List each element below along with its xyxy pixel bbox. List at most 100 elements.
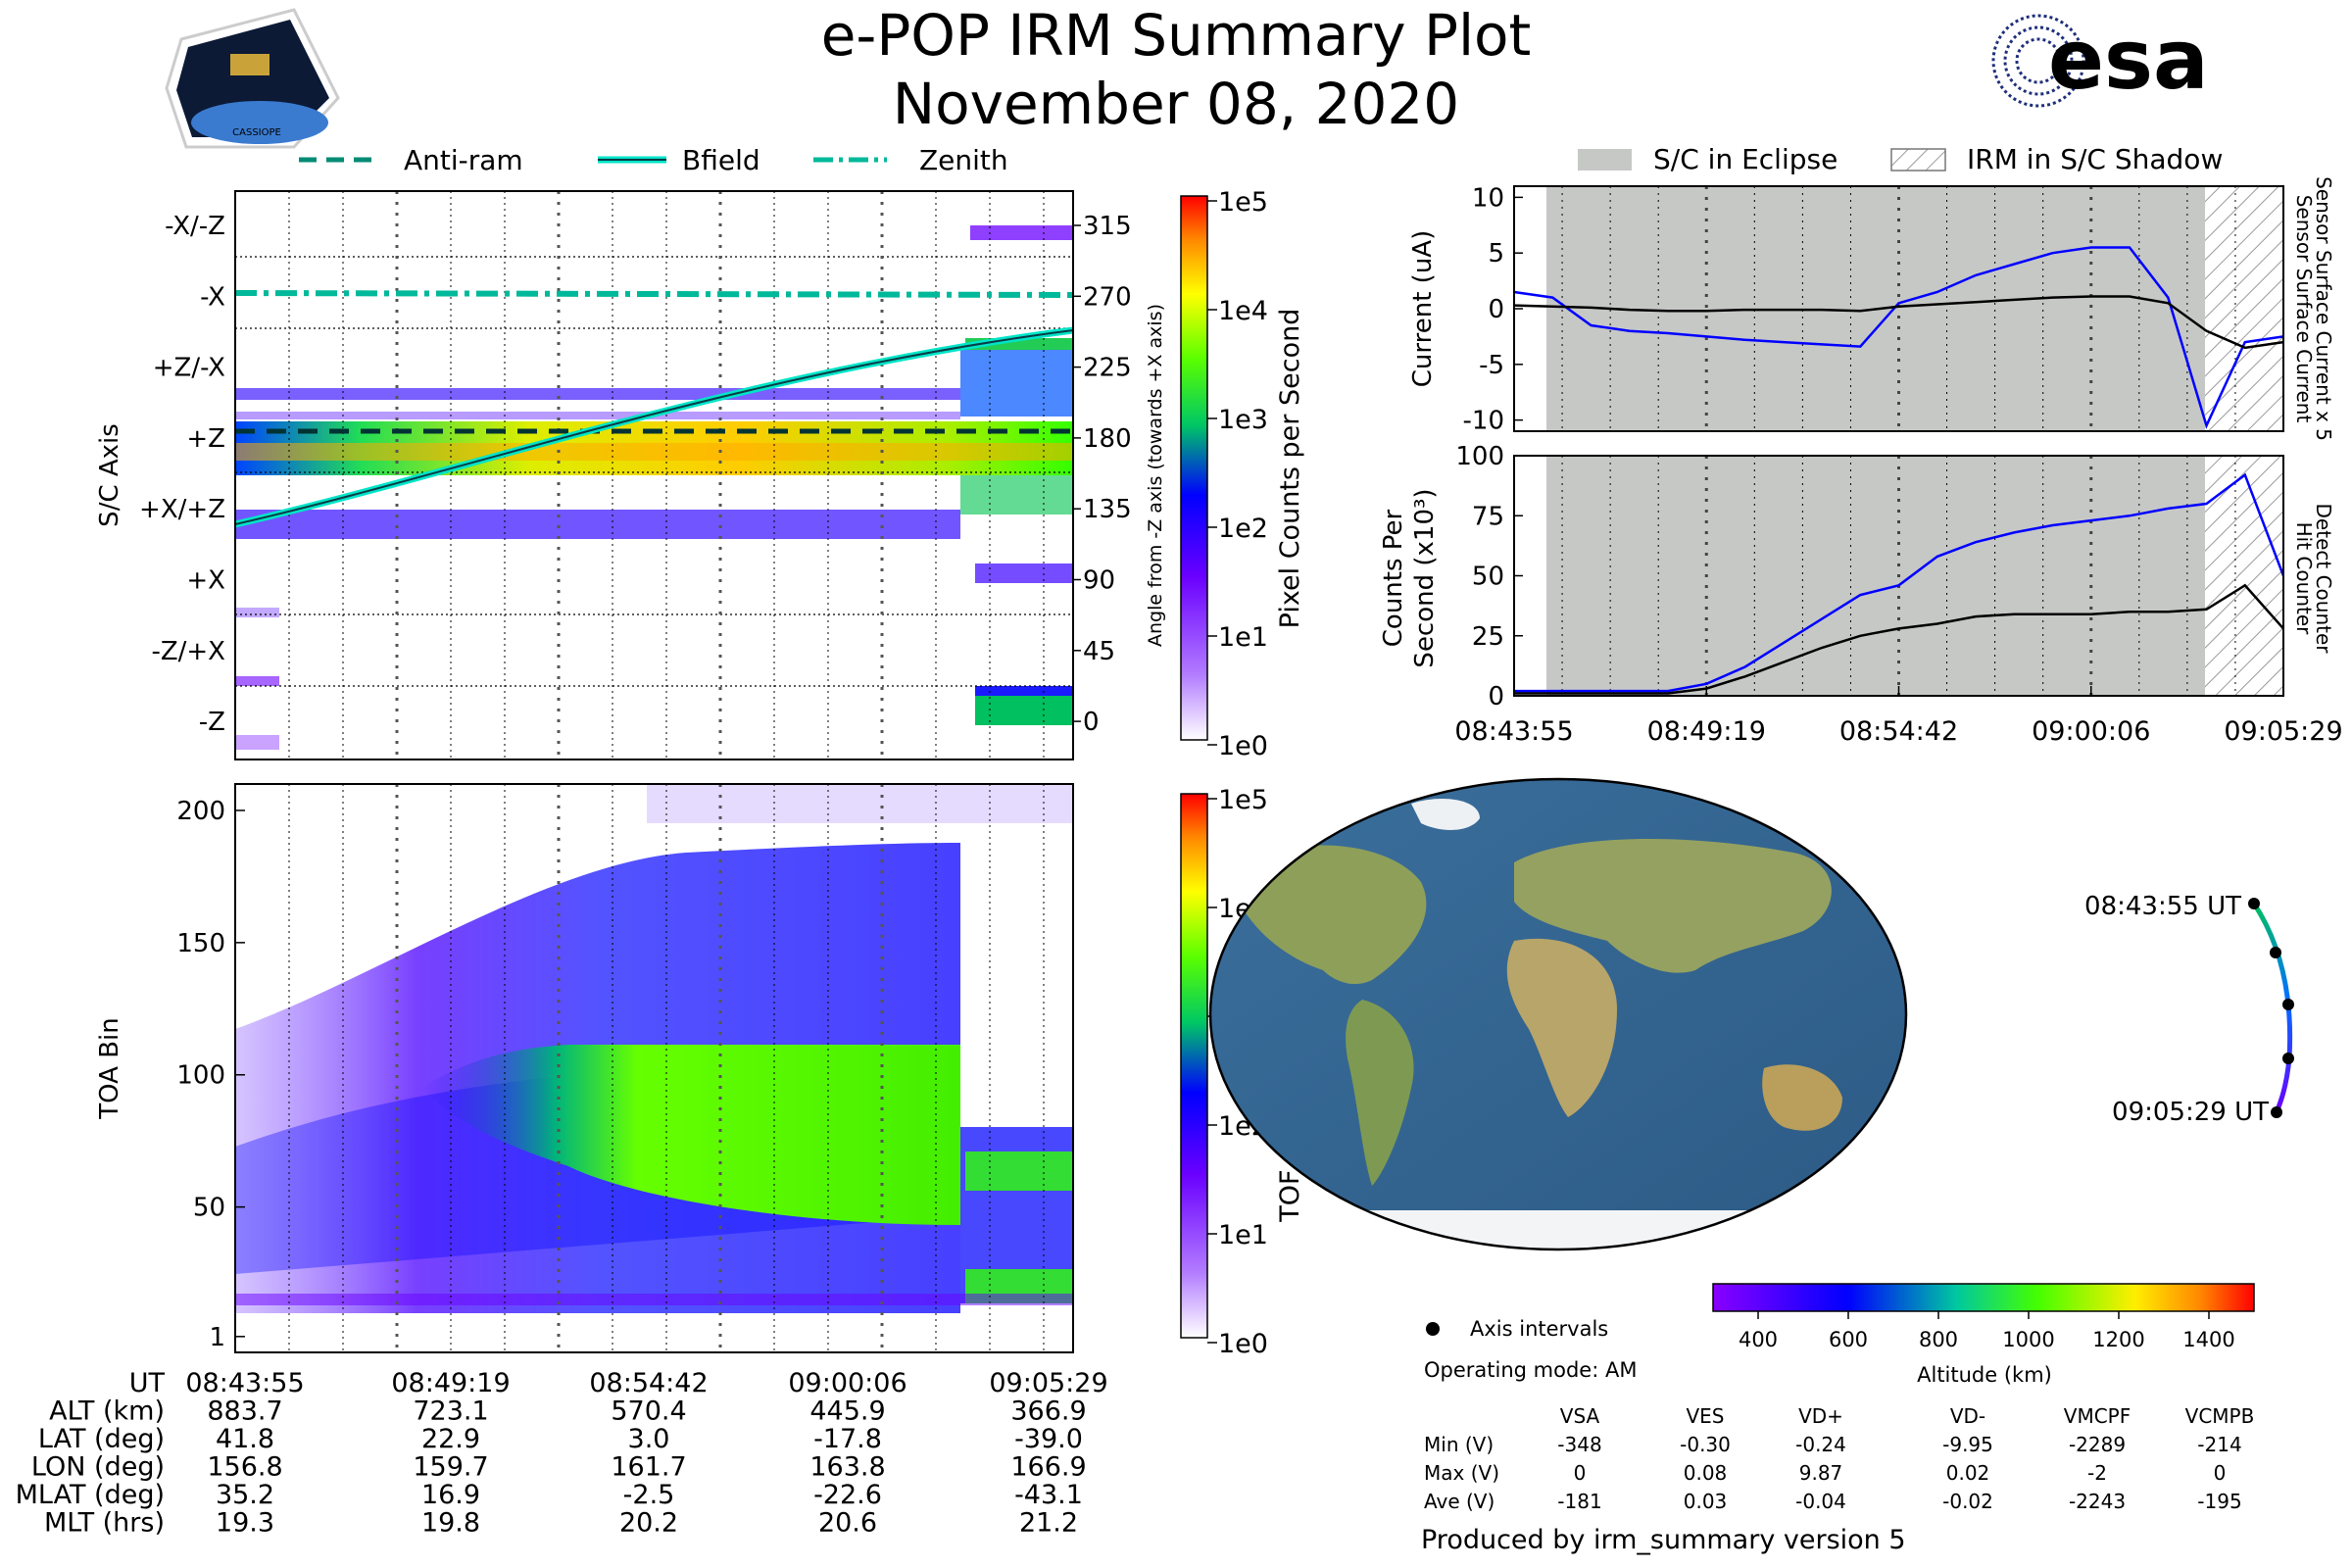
current-right-label-black: Sensor Surface Current	[2292, 195, 2316, 423]
esa-logo: esa	[1991, 12, 2209, 108]
axis-band	[235, 388, 960, 400]
antarctica	[1210, 1210, 1906, 1250]
track-start-label: 08:43:55 UT	[2084, 892, 2241, 921]
axis-intervals-marker	[1426, 1322, 1440, 1336]
voltage-row-label: Ave (V)	[1424, 1490, 1494, 1513]
legend-eclipse: S/C in Eclipse	[1653, 143, 1838, 175]
altitude-label: Altitude (km)	[1917, 1363, 2052, 1387]
south-america	[1346, 1000, 1414, 1186]
angle-tick-label: 315	[1083, 212, 1132, 241]
axis-tick-label: +X/+Z	[139, 495, 225, 524]
legend-shadow: IRM in S/C Shadow	[1967, 143, 2223, 175]
series-line-0	[1514, 472, 2285, 693]
counts-shadow-region	[2205, 456, 2283, 696]
angle-tick-label: 270	[1083, 282, 1132, 312]
cassiope-logo-text: CASSIOPE	[232, 127, 281, 138]
toa-panel-ylabel: TOA Bin	[95, 1017, 124, 1119]
ephemeris-cell: 09:00:06	[788, 1368, 906, 1398]
altitude-tick-label: 1200	[2092, 1328, 2144, 1351]
voltage-cell: -0.30	[1680, 1433, 1731, 1456]
esa-logo-text: esa	[2048, 12, 2209, 108]
track-interval-dot	[2271, 1106, 2282, 1118]
colorbar-tick-label: 1e0	[1218, 731, 1268, 761]
voltage-cell: 0.03	[1684, 1490, 1728, 1513]
plot-subtitle: November 08, 2020	[893, 71, 1459, 137]
altitude-colorbar: 400 600 800 1000 1200 1400 Altitude (km)	[1712, 1283, 2255, 1387]
y-tick-label: -10	[1463, 407, 1504, 436]
ephemeris-cell: 21.2	[1019, 1508, 1078, 1539]
axis-panel: S/C Axis -X/-Z -X +Z/-X +Z +X/+Z +X -Z/+X -Z 31…	[95, 187, 1305, 761]
ephemeris-row-label: ALT (km)	[49, 1396, 165, 1427]
africa	[1506, 938, 1617, 1117]
ephemeris-cell: 366.9	[1010, 1396, 1086, 1427]
track-interval-dot	[2282, 999, 2294, 1010]
world-map: 08:43:55 UT 09:05:29 UT	[1208, 777, 2294, 1251]
north-america	[1245, 845, 1427, 985]
orbit-track	[2251, 902, 2293, 1113]
axis-tick-label: +X	[186, 566, 225, 596]
y-tick-label: 0	[1488, 682, 1504, 711]
voltage-column-header: VSA	[1560, 1404, 1600, 1428]
toa-tick-label: 50	[193, 1194, 225, 1223]
counts-ylabel-1: Counts Per	[1379, 509, 1408, 647]
ephemeris-cell: -22.6	[813, 1480, 882, 1510]
voltage-cell: 0.08	[1684, 1461, 1728, 1485]
eclipse-legend-swatch	[1578, 149, 1632, 171]
toa-tick-label: 1	[209, 1323, 225, 1352]
track-interval-dot	[2248, 898, 2260, 909]
toa-tick-label: 200	[176, 797, 225, 826]
toa-tick-label: 100	[176, 1061, 225, 1091]
voltage-cell: -9.95	[1942, 1433, 1993, 1456]
ephemeris-cell: 159.7	[413, 1452, 488, 1483]
ephemeris-cell: 883.7	[207, 1396, 282, 1427]
voltage-row-label: Max (V)	[1424, 1461, 1499, 1485]
axis-tick-label: +Z	[186, 424, 225, 454]
voltage-cell: -0.02	[1942, 1490, 1993, 1513]
ephemeris-cell: -43.1	[1014, 1480, 1083, 1510]
altitude-colorbar-bar	[1712, 1283, 2255, 1312]
ephemeris-cell: 41.8	[216, 1424, 274, 1454]
track-end-label: 09:05:29 UT	[2112, 1098, 2269, 1127]
colorbar-tick-label: 1e5	[1218, 785, 1268, 815]
y-tick-label: 10	[1472, 183, 1504, 213]
colorbar-tick-label: 1e5	[1218, 187, 1268, 218]
legend-bfield: Bfield	[682, 144, 760, 176]
voltage-cell: -348	[1557, 1433, 1601, 1456]
ephemeris-cell: 20.2	[619, 1508, 678, 1539]
altitude-tick-label: 800	[1919, 1328, 1958, 1351]
altitude-tick-label: 1400	[2182, 1328, 2234, 1351]
y-tick-label: 0	[1488, 295, 1504, 324]
voltage-column-header: VD+	[1798, 1404, 1843, 1428]
y-tick-label: 100	[1455, 442, 1504, 471]
voltage-column-header: VD-	[1950, 1404, 1985, 1428]
greenland	[1411, 799, 1480, 830]
voltage-column-header: VMCPF	[2064, 1404, 2131, 1428]
zenith-line	[234, 290, 1074, 298]
map-border	[1208, 777, 1908, 1251]
eurasia	[1514, 839, 1832, 973]
current-panel: 10 5 0 -5 -10 Current (uA) Sensor Surface Cu…	[1408, 176, 2335, 441]
tof-colorbar	[1180, 793, 1208, 1339]
colorbar-tick-label: 1e2	[1218, 514, 1268, 544]
ephemeris-row-label: LAT (deg)	[38, 1424, 165, 1454]
counts-ylabel-2: Second (x10³)	[1410, 488, 1440, 667]
ephemeris-cell: 08:49:19	[391, 1368, 510, 1398]
pixel-colorbar-label: Pixel Counts per Second	[1275, 309, 1305, 629]
y-tick-label: -5	[1479, 351, 1504, 380]
ephemeris-row-label: MLT (hrs)	[44, 1508, 165, 1539]
voltage-cell: -195	[2197, 1490, 2241, 1513]
axis-tick-label: +Z/-X	[153, 354, 225, 383]
ephemeris-row-label: LON (deg)	[31, 1452, 165, 1483]
axis-panel-right-label: Angle from -Z axis (towards +X axis)	[1145, 304, 1166, 647]
ephemeris-cell: 08:43:55	[185, 1368, 304, 1398]
colorbar-tick-label: 1e3	[1218, 405, 1268, 435]
ephemeris-cell: 35.2	[216, 1480, 274, 1510]
plot-title: e-POP IRM Summary Plot	[821, 2, 1532, 69]
voltage-cell: -2289	[2069, 1433, 2126, 1456]
voltage-cell: -214	[2197, 1433, 2241, 1456]
legend-top-right: S/C in Eclipse IRM in S/C Shadow	[1578, 143, 2223, 175]
x-tick-label: 08:54:42	[1839, 716, 1958, 747]
ephemeris-cell: 161.7	[611, 1452, 686, 1483]
